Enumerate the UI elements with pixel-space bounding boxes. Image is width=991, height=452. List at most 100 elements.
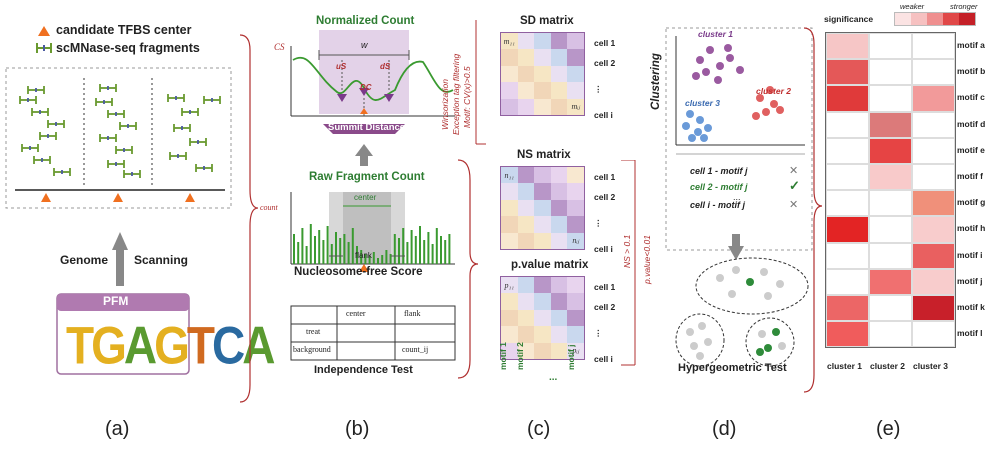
raw-count-bar bbox=[301, 228, 304, 264]
ns-matrix-title: NS matrix bbox=[517, 149, 571, 161]
cell-label: cell 2 bbox=[594, 302, 616, 312]
cluster1-point bbox=[706, 46, 714, 54]
matrix-cell bbox=[550, 232, 568, 249]
cluster2-point bbox=[756, 94, 764, 102]
heatmap-cell bbox=[869, 137, 912, 164]
tfbs-marker bbox=[113, 193, 123, 202]
panel-d-graphics bbox=[665, 27, 813, 367]
matrix-cell bbox=[550, 277, 568, 294]
matrix-cell bbox=[550, 199, 568, 217]
cluster1-point bbox=[724, 44, 732, 52]
cell-label: cell i bbox=[594, 244, 613, 254]
matrix-cell bbox=[534, 49, 551, 66]
scale-swatch bbox=[959, 13, 975, 25]
fragment-icon bbox=[47, 120, 65, 128]
cell-label: cell 1 bbox=[594, 282, 616, 292]
heatmap-cell bbox=[826, 59, 869, 86]
sample-point bbox=[728, 290, 736, 298]
genome-label: Genome bbox=[60, 253, 109, 267]
fragment-icon bbox=[31, 108, 49, 116]
assoc-i: cell i - motif j bbox=[690, 200, 746, 210]
brace-ab bbox=[239, 34, 259, 403]
heatmap-cell bbox=[912, 33, 955, 60]
matrix-cell bbox=[501, 65, 518, 83]
matrix-cell bbox=[517, 232, 535, 249]
motif-label-j: motif j bbox=[566, 344, 576, 371]
hyper-ellipse-right bbox=[745, 317, 795, 367]
matrix-cell bbox=[567, 49, 584, 66]
raw-count-bar bbox=[305, 246, 308, 264]
raw-count-bar bbox=[360, 250, 363, 264]
heatmap-cell bbox=[826, 294, 869, 322]
raw-count-bar bbox=[314, 236, 316, 264]
raw-count-bar bbox=[293, 234, 295, 264]
matrix-cell bbox=[517, 183, 535, 200]
cluster2-label: cluster 2 bbox=[756, 86, 791, 96]
raw-count-bar bbox=[435, 228, 438, 264]
heatmap-motif-label: motif g bbox=[957, 197, 986, 208]
fragment-icon bbox=[169, 152, 187, 160]
heatmap-cell bbox=[869, 111, 912, 138]
significance-scale bbox=[894, 12, 976, 26]
matrix-cell bbox=[534, 65, 551, 83]
sample-point bbox=[778, 342, 786, 350]
normalized-curve bbox=[292, 57, 454, 101]
cluster3-point bbox=[682, 122, 690, 130]
matrix-cell bbox=[501, 342, 518, 359]
cluster3-point bbox=[700, 134, 708, 142]
heatmap-cell bbox=[826, 163, 869, 191]
sample-point bbox=[756, 348, 764, 356]
matrix-cell bbox=[517, 326, 535, 343]
heat-cluster-3: cluster 3 bbox=[913, 361, 948, 371]
weaker-label: weaker bbox=[900, 2, 925, 11]
raw-count-bar bbox=[309, 224, 312, 264]
matrix-cell bbox=[550, 309, 568, 327]
matrix-cell bbox=[550, 65, 568, 83]
sample-point bbox=[760, 268, 768, 276]
heatmap-cell bbox=[912, 111, 955, 138]
cluster1-label: cluster 1 bbox=[698, 29, 733, 39]
summit-shape bbox=[323, 124, 405, 134]
heatmap-motif-label: motif b bbox=[957, 66, 986, 77]
heatmap-motif-label: motif c bbox=[957, 92, 985, 103]
scan-arrow-head bbox=[112, 232, 128, 250]
matrix-cell bbox=[501, 82, 518, 99]
panel-label-c: (c) bbox=[527, 418, 551, 440]
heatmap-motif-label: motif a bbox=[957, 40, 985, 50]
heatmap-cell bbox=[869, 321, 912, 348]
cell-label: cell i bbox=[594, 110, 613, 120]
raw-count-bar bbox=[393, 234, 396, 264]
cluster3-label: cluster 3 bbox=[685, 98, 720, 108]
cluster1-point bbox=[696, 56, 704, 64]
fragment-icon bbox=[189, 138, 207, 146]
assoc-1: cell 1 - motif j bbox=[690, 166, 748, 176]
matrix-cell bbox=[534, 98, 551, 115]
sample-point bbox=[696, 352, 704, 360]
cell-label: cell 2 bbox=[594, 192, 616, 202]
matrix-cell bbox=[517, 277, 535, 294]
flank-label: flank bbox=[355, 251, 372, 260]
raw-count-bar bbox=[322, 240, 325, 264]
sd-matrix: m₁₁ mᵢⱼ bbox=[500, 32, 585, 116]
ns-matrix: n₁₁ nᵢⱼ bbox=[500, 166, 585, 250]
matrix-cell bbox=[501, 49, 518, 66]
table-header-center: center bbox=[346, 309, 366, 318]
matrix-cell bbox=[534, 232, 551, 249]
ds-label: dS bbox=[380, 62, 391, 71]
cross-icon: ✕ bbox=[789, 165, 799, 177]
raw-count-bar bbox=[335, 232, 337, 264]
raw-count-bar bbox=[368, 256, 371, 264]
matrix-cell bbox=[534, 216, 551, 233]
clustering-box bbox=[665, 27, 813, 251]
heatmap-cell bbox=[912, 59, 955, 86]
matrix-cell bbox=[550, 49, 568, 66]
tfbs-legend-icon bbox=[38, 26, 50, 36]
cluster1-point bbox=[726, 54, 734, 62]
matrix-cell bbox=[501, 183, 518, 200]
raw-count-bar bbox=[381, 255, 384, 264]
raw-count-bar bbox=[427, 232, 430, 264]
summit-distance-label: Summit Distance bbox=[328, 122, 406, 133]
assoc-2: cell 2 - motif j bbox=[690, 182, 748, 192]
sample-point bbox=[758, 330, 766, 338]
matrix-cell bbox=[517, 33, 535, 50]
